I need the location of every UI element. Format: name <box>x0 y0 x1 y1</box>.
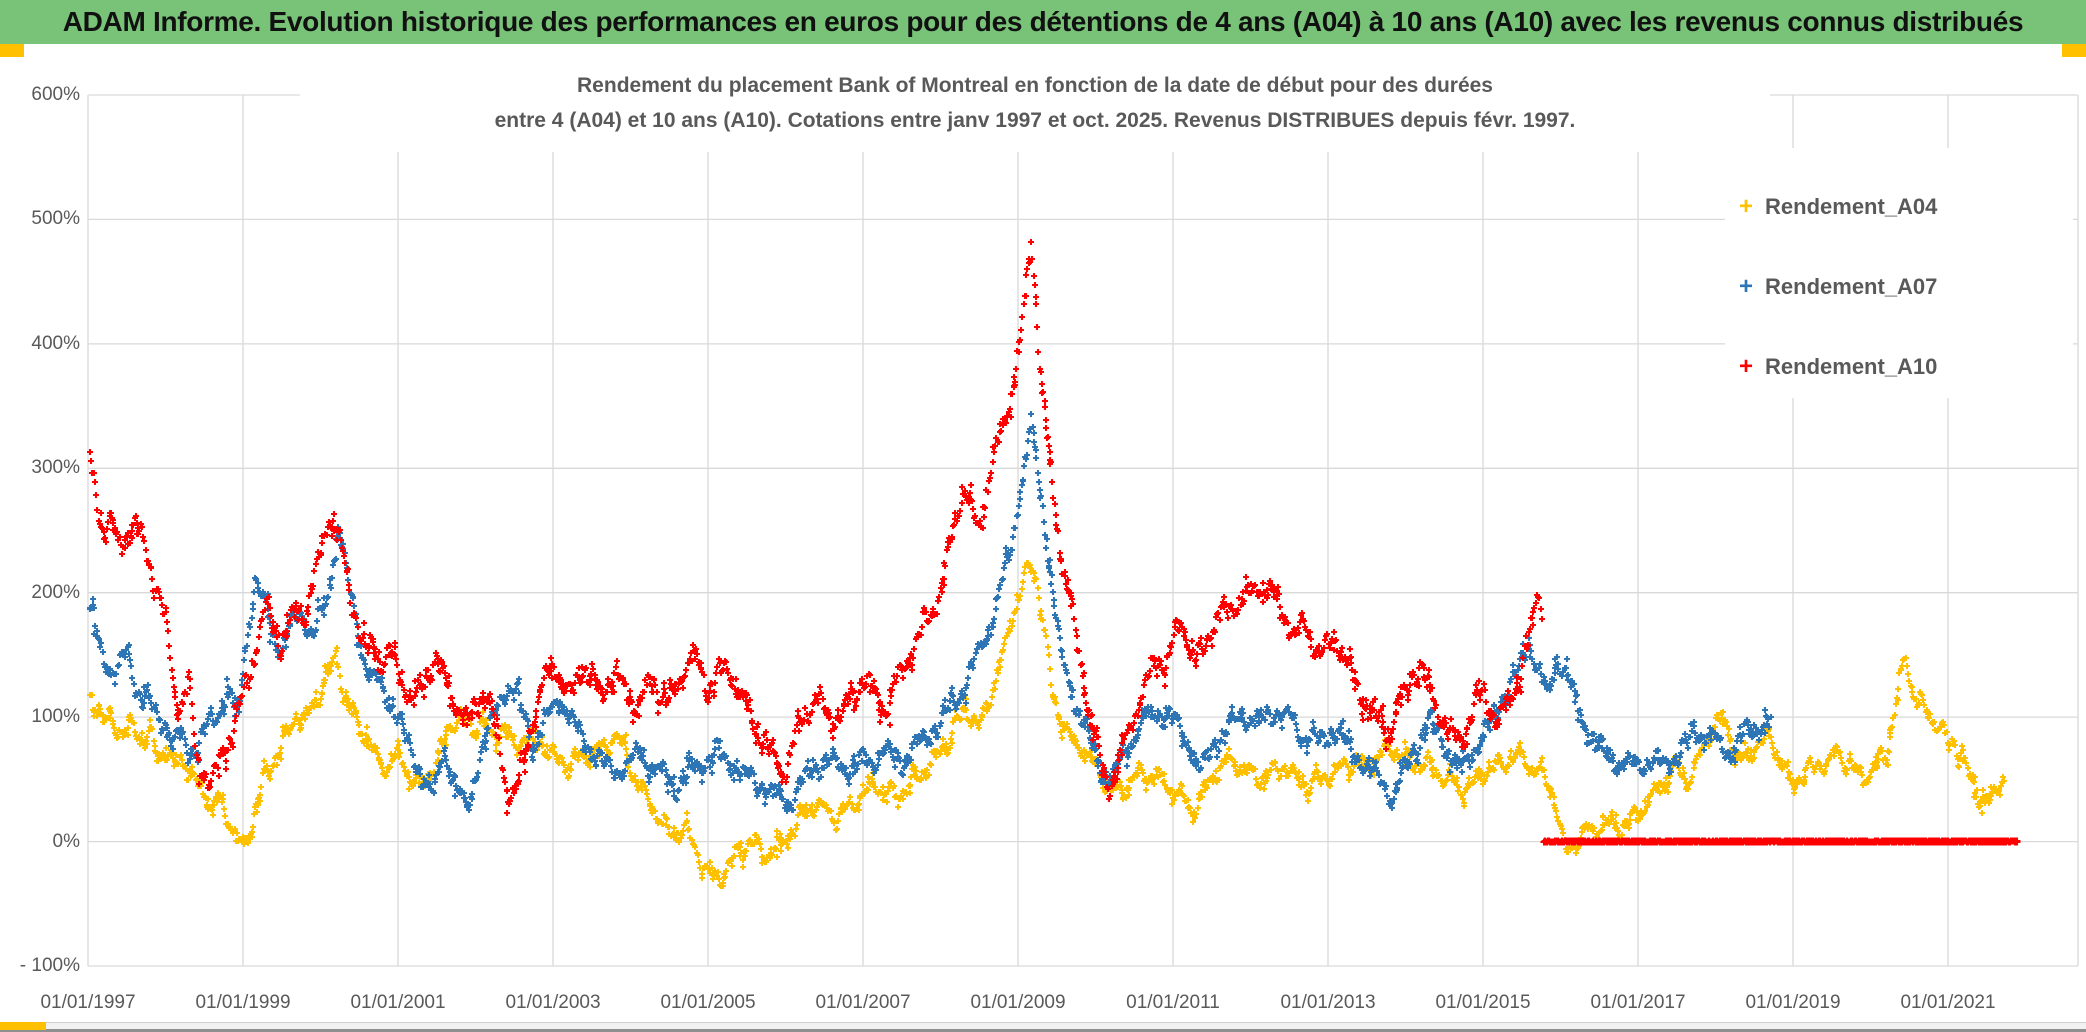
x-axis-label: 01/01/2009 <box>970 992 1066 1013</box>
bottom-accent-left <box>0 1022 46 1030</box>
legend-label-a07: Rendement_A07 <box>1765 274 1938 299</box>
legend-item-a04: + Rendement_A04 <box>1739 192 1937 222</box>
header-accent-right <box>2062 44 2086 57</box>
plus-marker-icon: + <box>1739 353 1754 380</box>
x-axis-label: 01/01/2019 <box>1745 992 1841 1013</box>
x-axis-label: 01/01/1999 <box>195 992 291 1013</box>
legend-label-a10: Rendement_A10 <box>1765 354 1938 379</box>
legend-label-a04: Rendement_A04 <box>1765 194 1938 219</box>
bottom-strip <box>0 1022 2086 1032</box>
chart-title-line1: Rendement du placement Bank of Montreal … <box>577 74 1493 97</box>
x-axis-label: 01/01/2013 <box>1280 992 1376 1013</box>
legend-item-a07: + Rendement_A07 <box>1739 272 1937 302</box>
plus-marker-icon: + <box>1739 193 1754 220</box>
x-axis-label: 01/01/1997 <box>40 992 136 1013</box>
x-axis-label: 01/01/2017 <box>1590 992 1686 1013</box>
x-axis-label: 01/01/2007 <box>815 992 911 1013</box>
x-axis-label: 01/01/2003 <box>505 992 601 1013</box>
y-axis-label: 500% <box>31 208 80 230</box>
x-axis-label: 01/01/2015 <box>1435 992 1531 1013</box>
chart-title: Rendement du placement Bank of Montreal … <box>300 60 1770 152</box>
y-axis-label: 400% <box>31 332 80 354</box>
x-axis-label: 01/01/2005 <box>660 992 756 1013</box>
x-axis-label: 01/01/2011 <box>1126 992 1220 1013</box>
y-axis-label: 300% <box>31 457 80 479</box>
plus-marker-icon: + <box>1739 273 1754 300</box>
series-points-rendement_a10 <box>87 239 2021 846</box>
x-axis-label: 01/01/2021 <box>1900 992 1996 1013</box>
header-bar: ADAM Informe. Evolution historique des p… <box>0 0 2086 44</box>
y-axis-label: 0% <box>52 830 80 852</box>
page-title: ADAM Informe. Evolution historique des p… <box>62 6 2024 37</box>
legend: + Rendement_A04 + Rendement_A07 + Rendem… <box>1725 148 2073 398</box>
y-axis-label: 200% <box>31 581 80 603</box>
y-axis-label: 100% <box>31 706 80 728</box>
y-axis-label: 600% <box>31 84 80 105</box>
x-axis-label: 01/01/2001 <box>350 992 446 1013</box>
y-axis-label: - 100% <box>19 955 80 976</box>
legend-item-a10: + Rendement_A10 <box>1739 352 1937 382</box>
chart-title-line2: entre 4 (A04) et 10 ans (A10). Cotations… <box>494 109 1576 132</box>
header-accent-left <box>0 44 24 57</box>
